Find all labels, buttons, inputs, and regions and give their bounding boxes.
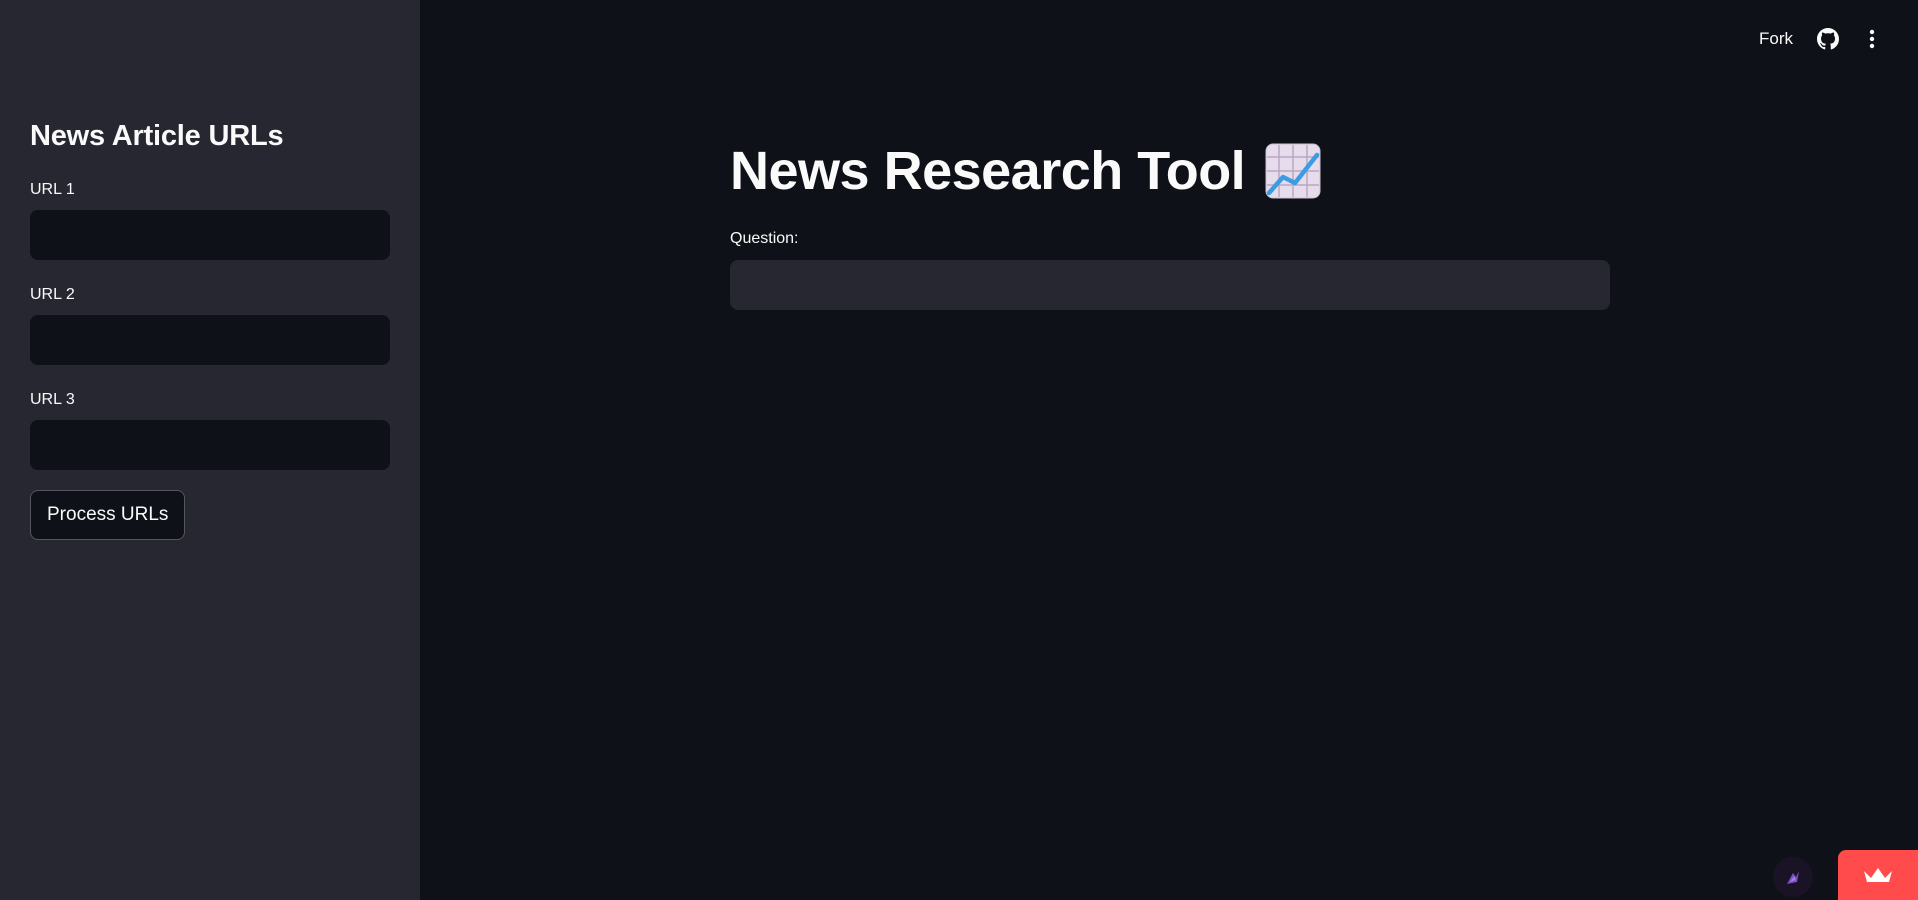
- github-icon[interactable]: [1817, 28, 1839, 50]
- process-urls-button[interactable]: Process URLs: [30, 490, 186, 540]
- page-title-text: News Research Tool: [730, 141, 1246, 201]
- vertical-ellipsis-icon[interactable]: [1862, 28, 1882, 50]
- fork-button[interactable]: Fork: [1759, 29, 1793, 48]
- url-3-label: URL 3: [30, 391, 75, 408]
- sidebar: News Article URLs URL 1 URL 2 URL 3 Proc…: [0, 0, 420, 900]
- chart-increasing-icon: [1265, 143, 1321, 199]
- creator-avatar[interactable]: [1773, 857, 1813, 897]
- url-2-input[interactable]: [30, 315, 390, 365]
- url-2-label: URL 2: [30, 286, 75, 303]
- question-label: Question:: [730, 230, 799, 247]
- url-1-input[interactable]: [30, 210, 390, 260]
- url-3-input[interactable]: [30, 420, 390, 470]
- url-1-label: URL 1: [30, 181, 75, 198]
- page-title: News Research Tool: [730, 140, 1321, 202]
- sidebar-title: News Article URLs: [30, 120, 284, 152]
- crown-icon: [1864, 868, 1892, 882]
- question-input[interactable]: [730, 260, 1610, 310]
- streamlit-badge[interactable]: [1838, 850, 1918, 900]
- avatar-icon: [1787, 871, 1799, 884]
